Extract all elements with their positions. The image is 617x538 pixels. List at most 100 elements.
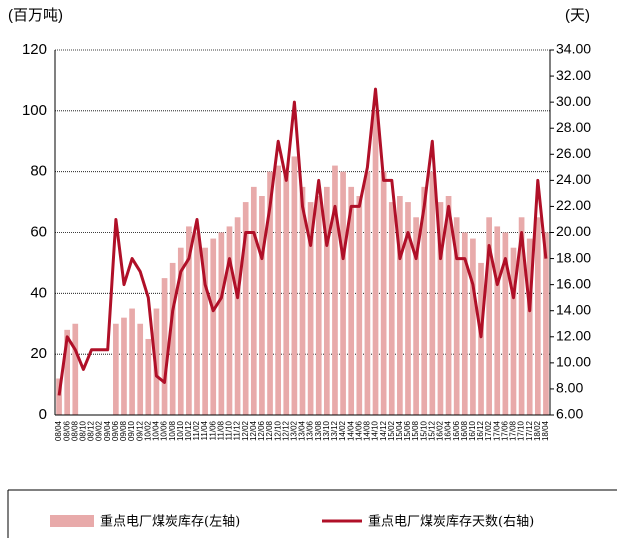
x-tick-label: 11/12 [233, 420, 242, 440]
x-tick-label: 08/08 [70, 420, 79, 441]
x-tick-label: 14/04 [346, 420, 355, 441]
y2-tick-label: 30.00 [556, 93, 591, 109]
y-tick-label: 60 [30, 223, 47, 240]
bar [526, 238, 533, 415]
x-tick-label: 09/08 [119, 420, 128, 441]
bar [405, 202, 411, 415]
bar [388, 202, 395, 415]
bar [218, 232, 225, 415]
x-tick-label: 14/08 [363, 420, 372, 441]
bar [478, 262, 484, 415]
bar [210, 238, 217, 415]
line [57, 87, 548, 396]
bar [242, 202, 249, 415]
bar [202, 247, 208, 415]
x-tick-label: 13/02 [289, 420, 298, 441]
x-tick-label: 18/04 [541, 420, 550, 441]
bar [72, 323, 79, 415]
bar [543, 232, 549, 415]
bar [161, 278, 168, 415]
x-tick-label: 13/08 [314, 420, 323, 441]
x-tick-label: 10/06 [160, 420, 169, 441]
y-tick-label: 20 [30, 345, 47, 362]
bar [340, 171, 346, 415]
x-tick-label: 12/04 [249, 420, 258, 441]
bar [259, 196, 265, 415]
bar [186, 226, 192, 415]
x-tick-label: 17/04 [492, 420, 501, 441]
x-tick-label: 11/08 [216, 420, 225, 440]
bar [437, 202, 444, 415]
bar [534, 217, 541, 415]
bar [315, 196, 322, 415]
bar [299, 186, 306, 415]
x-tick-label: 16/10 [468, 420, 477, 441]
bar [470, 238, 476, 415]
x-tick-label: 13/10 [322, 420, 331, 441]
x-tick-label: 11/10 [225, 420, 234, 440]
bar [332, 165, 338, 415]
x-tick-label: 15/04 [395, 420, 404, 441]
y-tick-label: 100 [22, 102, 47, 119]
y-tick-label: 120 [22, 41, 47, 58]
x-tick-label: 18/02 [533, 420, 542, 441]
x-tick-label: 14/12 [379, 420, 388, 441]
x-tick-label: 16/02 [436, 420, 445, 441]
bar [234, 217, 241, 415]
bar [226, 226, 233, 415]
bar [380, 171, 387, 415]
x-tick-label: 13/12 [330, 420, 339, 441]
x-tick-label: 11/06 [208, 420, 217, 440]
bar [510, 247, 517, 415]
x-tick-label: 08/04 [54, 420, 63, 441]
bar [397, 196, 403, 415]
x-tick-label: 09/06 [111, 420, 120, 441]
bar [413, 217, 419, 415]
x-tick-label: 17/10 [517, 420, 526, 441]
x-tick-label: 16/08 [460, 420, 469, 441]
bar [494, 226, 501, 415]
x-tick-label: 13/04 [298, 420, 307, 441]
x-tick-label: 12/12 [281, 420, 290, 441]
y2-tick-label: 14.00 [556, 301, 591, 317]
legend-swatch [50, 515, 94, 527]
x-tick-label: 17/08 [509, 420, 518, 441]
bar [169, 262, 176, 415]
bar [177, 247, 184, 415]
y2-tick-label: 28.00 [556, 119, 591, 135]
x-tick-label: 09/04 [103, 420, 112, 441]
bar [291, 156, 298, 416]
bar [145, 338, 152, 415]
x-tick-label: 16/04 [444, 420, 453, 441]
y-tick-label: 0 [39, 406, 47, 423]
bar [364, 171, 371, 415]
y-tick-label: 80 [30, 163, 47, 180]
bar [267, 171, 273, 415]
legend-label: 重点电厂煤炭库存(左轴) [100, 514, 240, 530]
y-tick-label: 40 [30, 284, 47, 301]
y2-tick-label: 12.00 [556, 327, 591, 343]
y-axis-label: (百万吨) [8, 7, 63, 24]
x-tick-label: 15/08 [411, 420, 420, 441]
x-tick-label: 10/08 [168, 420, 177, 441]
x-tick-label: 10/10 [176, 420, 185, 441]
x-tick-label: 14/02 [338, 420, 347, 441]
y2-tick-label: 16.00 [556, 275, 591, 291]
bar [283, 171, 290, 415]
bar [56, 378, 62, 415]
x-tick-label: 12/06 [257, 420, 266, 441]
bar [194, 232, 200, 415]
x-tick-label: 14/06 [354, 420, 363, 441]
bar [421, 186, 428, 415]
bar [429, 171, 436, 415]
bar [307, 202, 314, 415]
x-tick-label: 17/06 [500, 420, 509, 441]
bar [250, 186, 257, 415]
bar [113, 323, 119, 415]
x-tick-label: 12/10 [273, 420, 282, 441]
x-tick-label: 15/06 [403, 420, 412, 441]
x-tick-label: 11/02 [192, 420, 201, 440]
x-tick-label: 11/04 [200, 420, 209, 440]
x-tick-label: 15/10 [419, 420, 428, 441]
x-tick-label: 12/02 [241, 420, 250, 441]
